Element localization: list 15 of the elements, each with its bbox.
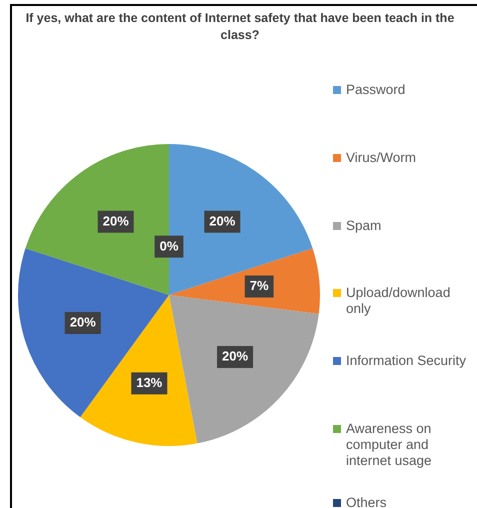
legend-label: Upload/download only xyxy=(346,285,452,317)
chart-title: If yes, what are the content of Internet safety that have been teach in the class? xyxy=(24,10,456,44)
legend-label: Information Security xyxy=(346,353,466,369)
text: 0% xyxy=(160,238,178,254)
data-label: 20% xyxy=(102,213,130,228)
legend-label: Awareness on computer and internet usage xyxy=(346,421,433,469)
data-label: 20% xyxy=(70,314,96,330)
data-label: 13% xyxy=(136,374,163,390)
legend-label: Spam xyxy=(346,218,382,234)
data-label: 7% xyxy=(250,278,270,294)
legend-label: Virus/Worm xyxy=(346,150,416,166)
data-label: 20% xyxy=(209,213,236,228)
legend-label: Others xyxy=(346,495,387,508)
legend-label: Password xyxy=(346,82,406,98)
data-label: 20% xyxy=(222,348,248,364)
